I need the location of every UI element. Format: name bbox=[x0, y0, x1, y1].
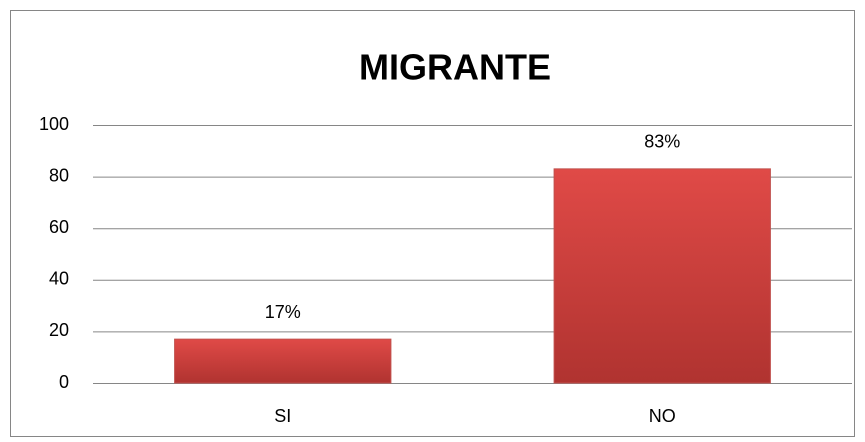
x-tick-label: SI bbox=[274, 406, 291, 426]
value-label: 17% bbox=[265, 302, 301, 322]
bar bbox=[174, 338, 392, 384]
y-tick-label: 40 bbox=[49, 269, 69, 289]
chart-title: MIGRANTE bbox=[359, 47, 551, 88]
y-tick-label: 0 bbox=[59, 372, 69, 392]
y-tick-label: 80 bbox=[49, 165, 69, 185]
value-label: 83% bbox=[644, 132, 680, 152]
y-tick-label: 20 bbox=[49, 320, 69, 340]
y-tick-label: 60 bbox=[49, 217, 69, 237]
y-tick-label: 100 bbox=[39, 114, 69, 134]
x-tick-label: NO bbox=[649, 406, 676, 426]
bar bbox=[553, 168, 771, 384]
